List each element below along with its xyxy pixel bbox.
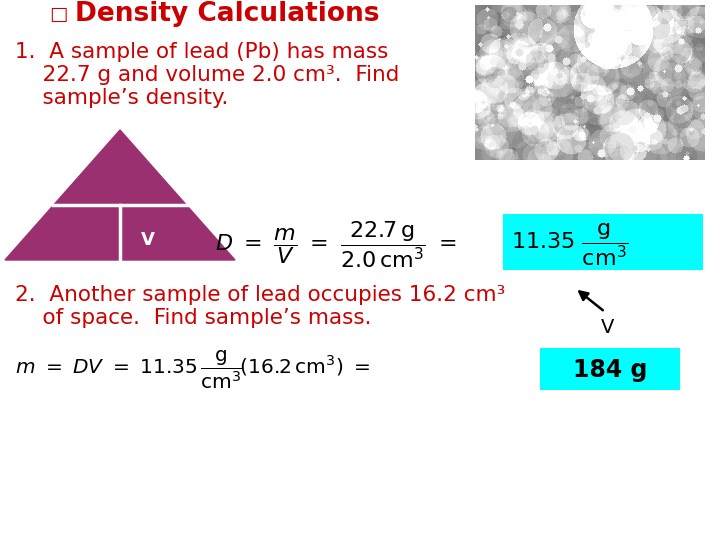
Text: $m\ =\ DV\ =\ 11.35\,\dfrac{\mathrm{g}}{\mathrm{cm}^3}\!\left(16.2\,\mathrm{cm}^: $m\ =\ DV\ =\ 11.35\,\dfrac{\mathrm{g}}{… <box>15 349 370 392</box>
Text: V: V <box>141 231 155 249</box>
Text: Density Calculations: Density Calculations <box>75 1 379 27</box>
Bar <box>503 214 703 270</box>
Text: 22.7 g and volume 2.0 cm³.  Find: 22.7 g and volume 2.0 cm³. Find <box>15 65 400 85</box>
Polygon shape <box>5 130 235 260</box>
Text: $11.35\ \dfrac{\mathrm{g}}{\mathrm{cm}^3}$: $11.35\ \dfrac{\mathrm{g}}{\mathrm{cm}^3… <box>511 222 629 268</box>
Text: sample’s density.: sample’s density. <box>15 88 228 108</box>
Text: V: V <box>601 318 615 337</box>
Text: 1.  A sample of lead (Pb) has mass: 1. A sample of lead (Pb) has mass <box>15 42 388 62</box>
Text: of space.  Find sample’s mass.: of space. Find sample’s mass. <box>15 308 372 328</box>
Text: □: □ <box>49 4 67 24</box>
Text: 184 g: 184 g <box>573 358 647 382</box>
Text: 2.  Another sample of lead occupies 16.2 cm³: 2. Another sample of lead occupies 16.2 … <box>15 285 505 305</box>
Bar <box>540 348 680 390</box>
Text: $D\ =\ \dfrac{m}{V}\ =\ \dfrac{22.7\,\mathrm{g}}{2.0\,\mathrm{cm}^3}\ =$: $D\ =\ \dfrac{m}{V}\ =\ \dfrac{22.7\,\ma… <box>215 220 456 271</box>
